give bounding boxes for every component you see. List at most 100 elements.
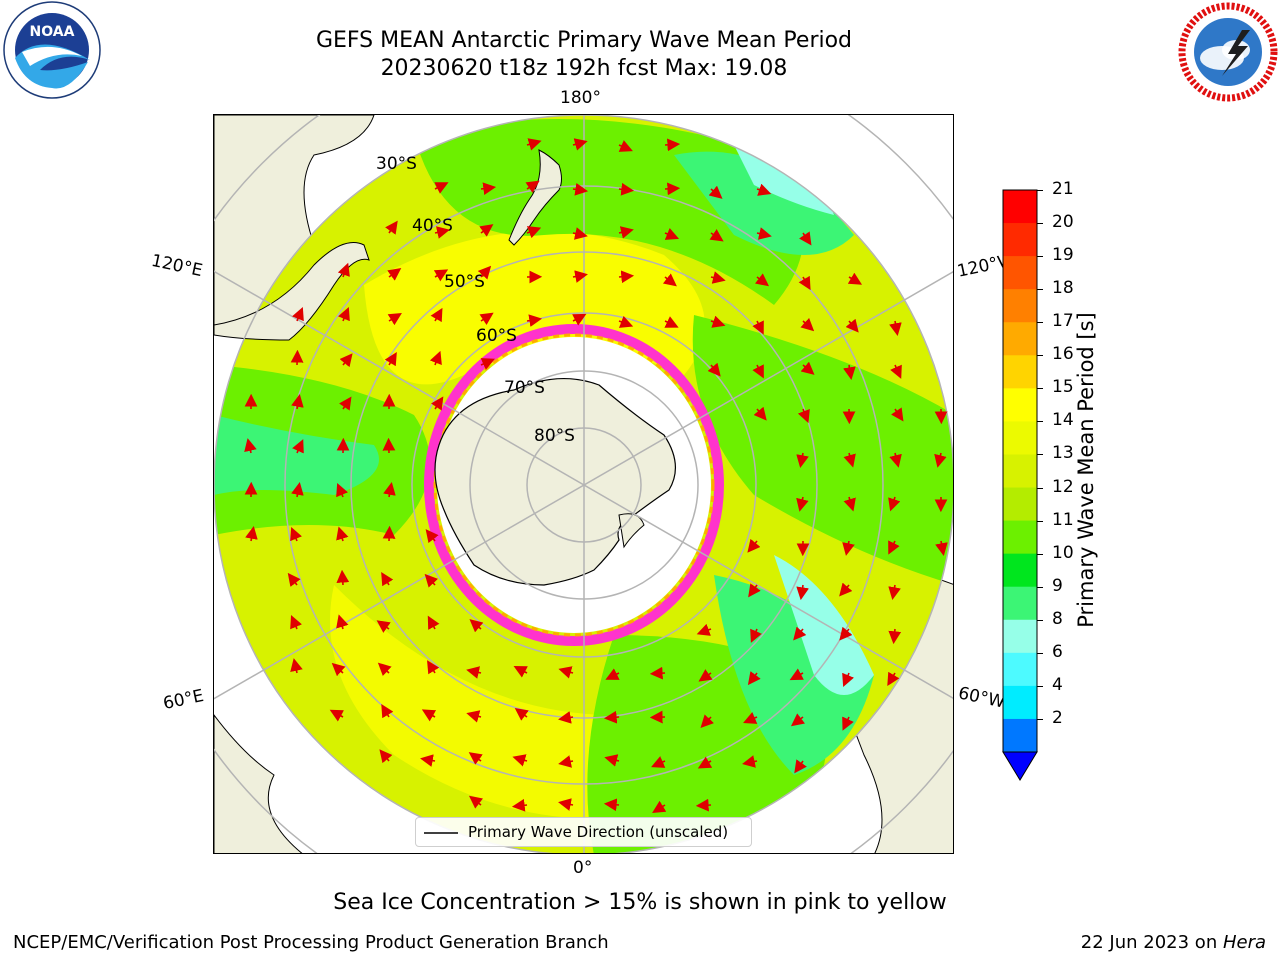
- wave-arrow: [618, 315, 634, 328]
- colorbar-tick-mark: [1037, 586, 1043, 588]
- colorbar-tick-label: 15: [1052, 377, 1074, 398]
- wave-arrow: [793, 626, 807, 641]
- wave-arrow: [434, 226, 450, 239]
- wave-arrow: [338, 306, 350, 322]
- wave-arrow: [603, 710, 620, 724]
- wave-arrow: [572, 227, 588, 240]
- wave-arrow: [379, 749, 393, 764]
- wave-arrow: [572, 138, 588, 151]
- wave-arrow: [664, 138, 681, 152]
- colorbar-segment: [1003, 190, 1037, 224]
- colorbar-tick-mark: [1037, 685, 1043, 687]
- wave-arrow: [696, 623, 712, 636]
- wave-arrow: [558, 798, 574, 811]
- wave-arrow: [649, 666, 666, 680]
- colorbar-tick-label: 9: [1052, 575, 1063, 596]
- wave-arrow: [421, 709, 437, 722]
- colorbar-segment: [1003, 421, 1037, 455]
- colorbar-segment: [1003, 322, 1037, 356]
- wave-arrow: [839, 626, 853, 641]
- wave-arrow: [888, 628, 902, 645]
- wave-arrow: [796, 452, 809, 468]
- colorbar-segment: [1003, 718, 1037, 753]
- chart-subtitle: 20230620 t18z 192h fcst Max: 19.08: [380, 56, 788, 81]
- wave-arrow: [329, 709, 344, 722]
- wave-arrow: [526, 314, 543, 327]
- australia: [214, 242, 370, 341]
- wave-arrow: [891, 407, 904, 422]
- wave-arrow: [526, 226, 542, 239]
- colorbar-segment: [1003, 586, 1037, 621]
- colorbar-tick-label: 17: [1052, 311, 1074, 332]
- wave-arrow: [888, 496, 901, 512]
- wave-arrow: [558, 666, 574, 679]
- wave-arrow: [387, 268, 402, 281]
- wave-arrow: [466, 710, 482, 723]
- wave-arrow: [604, 754, 620, 767]
- colorbar-segment: [1003, 652, 1037, 687]
- colorbar-segment: [1003, 619, 1037, 654]
- colorbar-segment: [1003, 223, 1037, 257]
- wave-arrow: [339, 353, 353, 368]
- wave-arrow: [469, 619, 484, 633]
- wave-arrow: [511, 798, 528, 812]
- footer-date: 22 Jun 2023 on Hera: [1081, 932, 1266, 953]
- colorbar-tick-mark: [1037, 553, 1043, 555]
- wave-arrow: [468, 795, 484, 809]
- wave-arrow: [292, 439, 304, 454]
- colorbar-tick-mark: [1037, 190, 1043, 191]
- lat-label-70s: 70°S: [504, 378, 545, 398]
- wave-arrow: [292, 306, 304, 322]
- wave-arrow: [756, 227, 772, 240]
- wave-arrow: [336, 614, 349, 630]
- wave-arrow: [790, 713, 806, 727]
- colorbar-tick-label: 16: [1052, 344, 1074, 365]
- wave-arrow: [336, 569, 350, 586]
- map-panel: 30°S 40°S 50°S 60°S 70°S 80°S: [213, 114, 954, 854]
- colorbar-tick-mark: [1037, 454, 1043, 456]
- wave-arrow: [709, 229, 724, 242]
- wave-arrow: [420, 754, 436, 767]
- wave-arrow: [291, 482, 304, 498]
- wave-arrow: [843, 496, 856, 512]
- wave-arrow: [331, 662, 346, 677]
- colorbar-tick-mark: [1037, 718, 1043, 720]
- colorbar-segment: [1003, 256, 1037, 290]
- wave-arrow: [381, 571, 394, 587]
- wave-arrow: [558, 755, 574, 768]
- wave-arrow: [381, 703, 394, 719]
- wave-arrow: [662, 273, 677, 287]
- wave-arrow: [934, 452, 947, 468]
- wave-arrow: [430, 307, 443, 323]
- colorbar: [1002, 189, 1038, 781]
- wave-arrow: [572, 270, 588, 283]
- colorbar-segment: [1003, 289, 1037, 323]
- colorbar-tick-mark: [1037, 619, 1043, 621]
- colorbar-segment: [1003, 388, 1037, 422]
- colorbar-tick-label: 18: [1052, 278, 1074, 299]
- colorbar-tick-label: 21: [1052, 179, 1074, 199]
- map-legend: Primary Wave Direction (unscaled): [415, 817, 752, 847]
- wave-arrow: [618, 182, 635, 196]
- wave-arrow: [935, 540, 948, 556]
- colorbar-tick-label: 6: [1052, 641, 1063, 662]
- colorbar-tick-mark: [1037, 322, 1043, 324]
- lon-label-120e: 120°E: [149, 250, 205, 282]
- colorbar-tick-mark: [1037, 289, 1043, 291]
- wave-arrow: [664, 228, 680, 240]
- wave-arrow: [337, 262, 350, 278]
- colorbar-tick-label: 4: [1052, 674, 1063, 695]
- lon-label-0: 0°: [573, 858, 593, 878]
- wave-arrow: [433, 269, 449, 282]
- colorbar-tick-mark: [1037, 652, 1043, 654]
- lat-labels: 30°S 40°S 50°S 60°S 70°S 80°S: [376, 154, 575, 446]
- wave-arrow: [887, 671, 900, 687]
- wave-arrow: [245, 526, 258, 542]
- wave-arrow: [747, 671, 761, 686]
- colorbar-segment: [1003, 685, 1037, 720]
- wave-arrow: [468, 752, 483, 765]
- wave-arrow: [512, 754, 528, 767]
- lat-label-40s: 40°S: [412, 216, 453, 236]
- colorbar-tick-label: 20: [1052, 212, 1074, 233]
- wave-arrow: [618, 270, 635, 284]
